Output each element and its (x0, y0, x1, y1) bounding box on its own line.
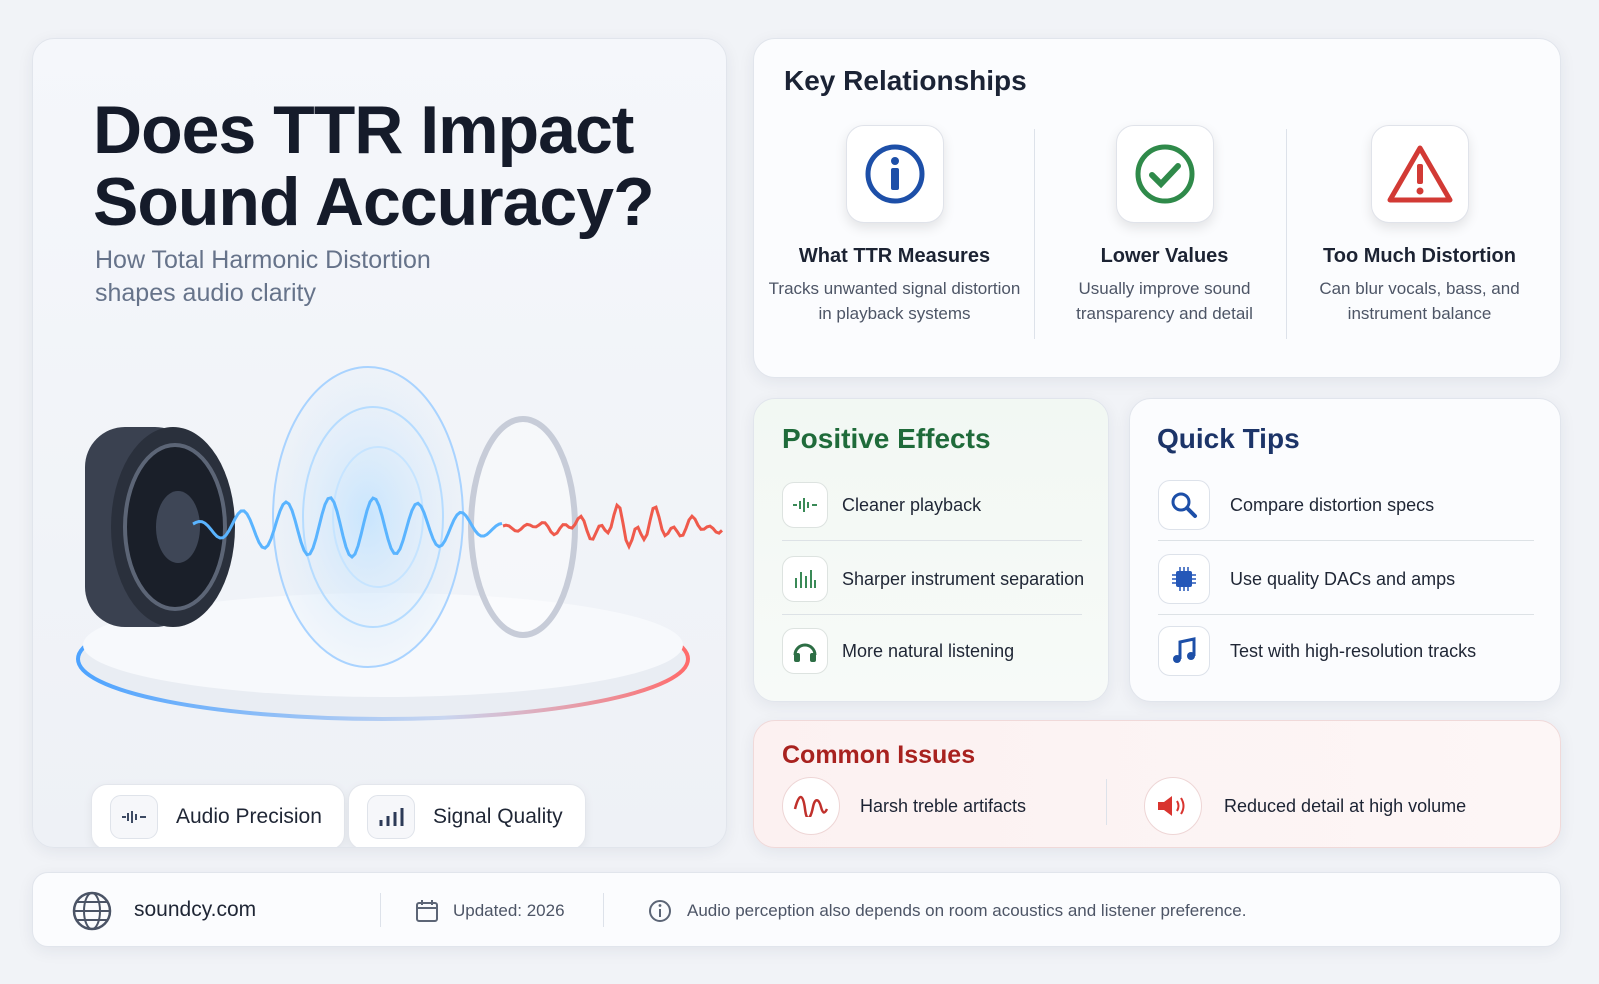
relationship-title: Too Much Distortion (1323, 245, 1516, 267)
effect-item: More natural listening (782, 624, 1014, 678)
effect-item: Sharper instrument separation (782, 552, 1084, 606)
quick-tips-card: Quick Tips Compare distortion specs Use … (1129, 398, 1561, 702)
common-issues-card: Common Issues Harsh treble artifacts Red… (753, 720, 1561, 848)
badge: Audio Precision (91, 784, 345, 847)
section-title: Common Issues (782, 741, 976, 769)
section-title: Positive Effects (782, 423, 991, 454)
divider (1106, 779, 1107, 825)
relationship-text: Can blur vocals, bass, and instrument ba… (1319, 279, 1520, 323)
divider (1158, 614, 1534, 615)
key-relationships-card: Key Relationships What TTR Measures Trac… (753, 38, 1561, 378)
effect-text: Cleaner playback (842, 494, 982, 515)
section-title: Key Relationships (784, 65, 1027, 96)
divider (782, 614, 1082, 615)
issue-text: Harsh treble artifacts (860, 795, 1027, 816)
tip-item: Compare distortion specs (1158, 478, 1434, 532)
tip-item: Test with high-resolution tracks (1158, 624, 1476, 678)
divider (782, 540, 1082, 541)
tip-text: Compare distortion specs (1230, 494, 1435, 515)
relationship-text: Usually improve sound transparency and d… (1076, 279, 1253, 323)
divider (1034, 129, 1035, 339)
issue-text: Reduced detail at high volume (1224, 795, 1467, 816)
relationship-text: Tracks unwanted signal distortion in pla… (768, 279, 1021, 323)
illustration (76, 366, 724, 721)
hero-card: Does TTR Impact Sound Accuracy? How Tota… (32, 38, 727, 848)
relationship-title: What TTR Measures (798, 245, 991, 267)
calendar-icon (416, 900, 438, 922)
relationship-title: Lower Values (1100, 245, 1229, 267)
divider (380, 893, 381, 927)
relationship: What TTR Measures Tracks unwanted signal… (767, 125, 1022, 326)
sound-rings (272, 366, 578, 668)
globe-icon (72, 891, 112, 931)
distorted-wave (502, 502, 724, 551)
speaker (85, 427, 235, 627)
website: soundcy.com (134, 898, 257, 921)
relationship: Too Much Distortion Can blur vocals, bas… (1292, 125, 1547, 326)
badge-label: Audio Precision (176, 805, 322, 828)
badge: Signal Quality (348, 784, 586, 847)
updated: Updated: 2026 (453, 901, 565, 920)
sound-wave (192, 496, 503, 560)
subtitle: How Total Harmonic Distortion shapes aud… (95, 246, 431, 307)
badge-label: Signal Quality (433, 805, 563, 828)
positive-effects-card: Positive Effects Cleaner playback Sharpe… (753, 398, 1109, 702)
effect-text: Sharper instrument separation (842, 568, 1085, 589)
footer: soundcy.com Updated: 2026 Audio percepti… (32, 872, 1561, 947)
relationship: Lower Values Usually improve sound trans… (1037, 125, 1292, 326)
divider (603, 893, 604, 927)
effect-item: Cleaner playback (782, 478, 981, 532)
section-title: Quick Tips (1157, 423, 1300, 454)
info-icon (649, 900, 671, 922)
issue-item: Reduced detail at high volume (1144, 777, 1466, 835)
divider (1158, 540, 1534, 541)
effect-text: More natural listening (842, 640, 1015, 661)
note: Audio perception also depends on room ac… (687, 901, 1247, 920)
tip-text: Test with high-resolution tracks (1230, 640, 1477, 661)
divider (1286, 129, 1287, 339)
tip-text: Use quality DACs and amps (1230, 568, 1456, 589)
issue-item: Harsh treble artifacts (782, 777, 1026, 835)
title: Does TTR Impact Sound Accuracy? (93, 92, 655, 240)
tip-item: Use quality DACs and amps (1158, 552, 1455, 606)
